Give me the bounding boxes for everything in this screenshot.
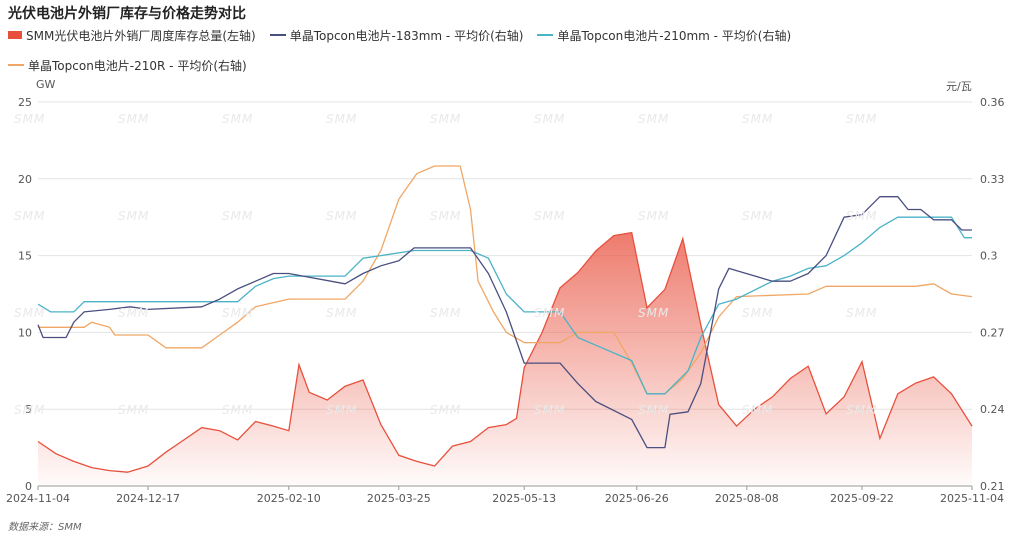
x-tick-label: 2024-11-04 <box>6 492 70 505</box>
x-tick-label: 2025-03-25 <box>367 492 431 505</box>
data-source: 数据来源：SMM <box>8 522 82 533</box>
legend-label-inventory: SMM光伏电池片外销厂周度库存总量(左轴) <box>26 28 256 43</box>
legend-item-inventory[interactable]: SMM光伏电池片外销厂周度库存总量(左轴) <box>8 27 256 44</box>
left-tick-label: 15 <box>18 250 32 263</box>
x-tick-label: 2025-08-08 <box>715 492 779 505</box>
price-183mm-line <box>37 196 972 449</box>
x-tick-label: 2025-09-22 <box>830 492 894 505</box>
left-tick-label: 5 <box>25 403 32 416</box>
legend-swatch-inventory <box>8 31 22 39</box>
legend-swatch-183mm <box>269 34 286 36</box>
price-210r-line <box>38 165 973 395</box>
price-210mm-line <box>37 216 972 395</box>
legend-item-183mm[interactable]: 单晶Topcon电池片-183mm - 平均价(右轴) <box>269 27 524 44</box>
left-tick-label: 25 <box>18 96 32 109</box>
legend-label-210mm: 单晶Topcon电池片-210mm - 平均价(右轴) <box>557 28 792 43</box>
legend-label-210r: 单晶Topcon电池片-210R - 平均价(右轴) <box>28 58 247 73</box>
right-tick-label: 0.24 <box>980 403 1005 416</box>
legend-item-210r[interactable]: 单晶Topcon电池片-210R - 平均价(右轴) <box>8 57 247 74</box>
x-tick-label: 2025-11-04 <box>940 492 1004 505</box>
legend-label-183mm: 单晶Topcon电池片-183mm - 平均价(右轴) <box>289 28 524 43</box>
right-axis-unit: 元/瓦 <box>946 80 972 93</box>
right-tick-label: 0.33 <box>980 173 1005 186</box>
x-tick-label: 2025-02-10 <box>257 492 321 505</box>
x-tick-label: 2025-05-13 <box>492 492 556 505</box>
legend-swatch-210mm <box>537 34 554 36</box>
left-tick-label: 10 <box>18 326 32 339</box>
right-tick-label: 0.27 <box>980 326 1005 339</box>
x-tick-label: 2025-06-26 <box>605 492 669 505</box>
right-tick-label: 0.21 <box>980 480 1005 493</box>
inventory-area-fill <box>38 232 972 486</box>
legend-item-210mm[interactable]: 单晶Topcon电池片-210mm - 平均价(右轴) <box>537 27 791 44</box>
left-axis-unit: GW <box>36 78 56 91</box>
right-tick-label: 0.36 <box>980 96 1005 109</box>
inventory-line <box>37 231 973 473</box>
chart-legend: SMM光伏电池片外销厂周度库存总量(左轴) 单晶Topcon电池片-183mm … <box>8 26 1008 86</box>
x-tick-label: 2024-12-17 <box>116 492 180 505</box>
legend-swatch-210r <box>8 64 24 66</box>
left-tick-label: 0 <box>25 480 32 493</box>
left-tick-label: 20 <box>18 173 32 186</box>
chart-title: 光伏电池片外销厂库存与价格走势对比 <box>8 6 246 22</box>
right-tick-label: 0.3 <box>980 250 998 263</box>
